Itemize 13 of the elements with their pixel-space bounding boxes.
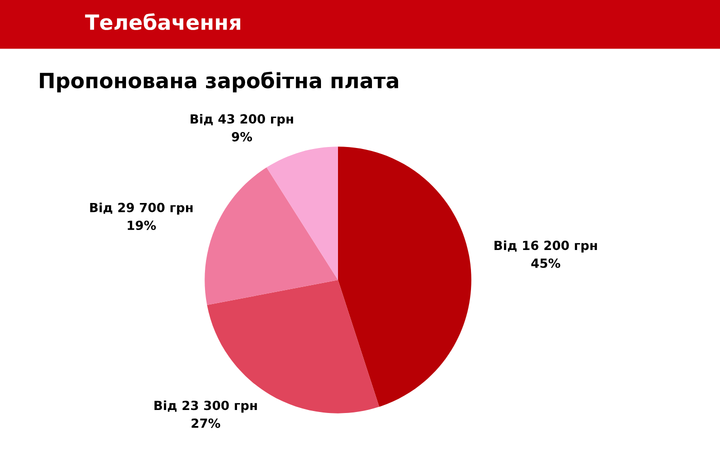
- chart-title: Телебачення: [85, 13, 240, 30]
- data-label: 9%: [232, 132, 252, 142]
- pie-slice: [266, 146, 338, 280]
- slice-label: Від 16 200 грн: [494, 240, 597, 253]
- data-label: 19%: [128, 220, 156, 230]
- slice-label: Від 29 700 грн: [90, 202, 193, 215]
- pie-slice: [204, 167, 338, 305]
- slice-label: Від 43 200 грн: [190, 114, 294, 126]
- slice-label: Від 23 300 грн: [154, 400, 257, 413]
- data-label: 27%: [192, 418, 220, 428]
- pie-slice: [338, 146, 472, 407]
- chart-subtitle: Пропонована заробітна плата: [40, 72, 398, 92]
- data-label: 45%: [531, 258, 560, 268]
